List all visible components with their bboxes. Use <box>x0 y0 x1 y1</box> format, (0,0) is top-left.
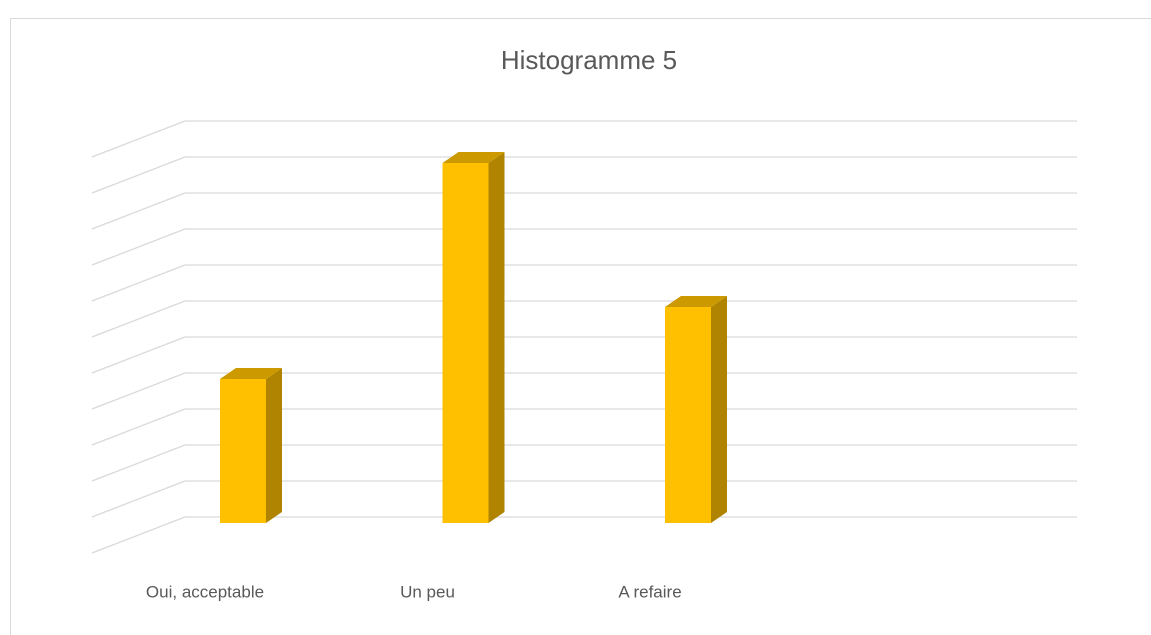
x-tick-label: Oui, acceptable <box>146 582 264 601</box>
x-tick-label: A refaire <box>618 582 681 601</box>
side-grid-line <box>91 372 186 410</box>
side-grid-line <box>91 156 186 194</box>
side-grid-line <box>91 300 186 338</box>
side-grid-line <box>91 264 186 302</box>
bar <box>665 307 711 523</box>
bar-side <box>711 296 727 523</box>
bar-top <box>220 368 282 379</box>
bar-top <box>442 152 505 163</box>
side-grid-line <box>91 480 186 518</box>
bar-side <box>266 368 282 523</box>
side-grid-line <box>91 120 186 158</box>
chart-title: Histogramme 5 <box>501 45 677 75</box>
side-grid-line <box>91 444 186 482</box>
side-grid-line <box>91 408 186 446</box>
x-tick-label: Un peu <box>400 582 455 601</box>
bar <box>442 163 489 523</box>
side-grid-line <box>91 516 186 554</box>
side-grid-line <box>91 336 186 374</box>
side-grid-line <box>91 228 186 266</box>
bar-top <box>665 296 727 307</box>
chart-border <box>10 18 1151 635</box>
bar-side <box>488 152 505 523</box>
side-grid-line <box>91 192 186 230</box>
bar <box>220 379 266 523</box>
